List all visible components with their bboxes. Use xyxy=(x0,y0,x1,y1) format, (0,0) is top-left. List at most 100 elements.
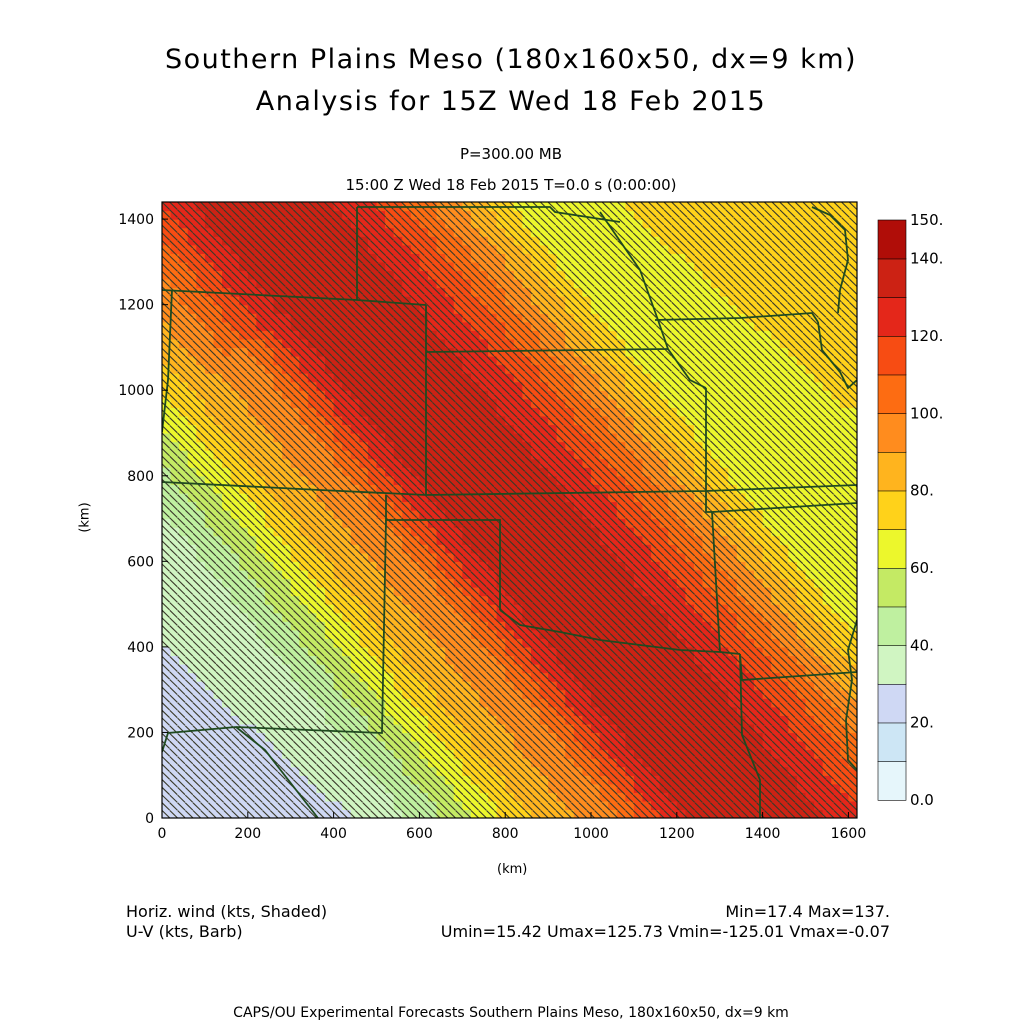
field-cell xyxy=(496,595,506,605)
field-cell xyxy=(479,501,489,511)
field-cell xyxy=(711,424,721,434)
field-cell xyxy=(376,373,386,383)
field-cell xyxy=(256,775,266,785)
field-cell xyxy=(213,732,223,742)
field-cell xyxy=(342,732,352,742)
field-cell xyxy=(642,783,652,793)
field-cell xyxy=(282,236,292,246)
field-cell xyxy=(470,390,481,400)
field-cell xyxy=(573,638,584,648)
field-cell xyxy=(170,202,180,203)
field-cell xyxy=(162,313,172,323)
field-cell xyxy=(651,364,661,374)
field-cell xyxy=(179,356,189,366)
field-cell xyxy=(591,253,601,263)
field-cell xyxy=(711,706,721,716)
field-cell xyxy=(608,458,618,468)
field-cell xyxy=(187,356,197,366)
field-cell xyxy=(342,287,352,297)
field-cell xyxy=(470,646,481,657)
field-cell xyxy=(728,484,738,494)
field-cell xyxy=(676,450,686,460)
field-cell xyxy=(325,552,335,562)
field-cell xyxy=(367,364,378,374)
field-cell xyxy=(325,638,335,648)
field-cell xyxy=(162,595,172,605)
field-cell xyxy=(642,578,652,588)
field-cell xyxy=(479,800,489,811)
field-cell xyxy=(196,595,206,605)
field-cell xyxy=(196,219,206,229)
field-cell xyxy=(539,552,549,562)
field-cell xyxy=(325,321,335,331)
field-cell xyxy=(256,535,266,545)
field-cell xyxy=(651,219,661,229)
field-cell xyxy=(282,458,292,468)
field-cell xyxy=(462,373,472,383)
field-cell xyxy=(702,638,712,648)
field-cell xyxy=(693,296,704,306)
field-cell xyxy=(668,758,678,768)
field-cell xyxy=(711,681,721,691)
field-cell xyxy=(325,792,335,802)
field-cell xyxy=(419,681,429,691)
field-cell xyxy=(488,535,498,545)
field-cell xyxy=(685,270,695,280)
field-cell xyxy=(522,604,532,614)
field-cell xyxy=(385,321,395,331)
field-cell xyxy=(676,723,686,734)
field-cell xyxy=(573,655,584,665)
field-cell xyxy=(513,766,523,776)
field-cell xyxy=(693,407,704,417)
field-cell xyxy=(213,415,223,426)
field-cell xyxy=(256,304,266,314)
field-cell xyxy=(419,552,429,562)
field-cell xyxy=(410,304,421,314)
field-cell xyxy=(711,227,721,237)
field-cell xyxy=(247,390,257,400)
field-cell xyxy=(359,715,369,725)
field-cell xyxy=(385,373,395,383)
field-cell xyxy=(402,775,412,785)
field-cell xyxy=(702,561,712,571)
field-cell xyxy=(556,407,566,417)
field-cell xyxy=(719,458,729,468)
field-cell xyxy=(685,236,695,246)
field-cell xyxy=(367,236,378,246)
field-cell xyxy=(608,749,618,759)
field-cell xyxy=(599,587,609,597)
field-cell xyxy=(204,381,215,391)
field-cell xyxy=(616,689,626,699)
field-cell xyxy=(359,373,369,383)
field-cell xyxy=(290,321,300,331)
field-cell xyxy=(247,587,257,597)
field-cell xyxy=(599,441,609,451)
field-cell xyxy=(333,587,343,597)
field-cell xyxy=(196,723,206,734)
field-cell xyxy=(436,698,446,708)
field-cell xyxy=(213,689,223,699)
field-cell xyxy=(693,484,704,494)
field-cell xyxy=(548,364,558,374)
field-cell xyxy=(402,450,412,460)
field-cell xyxy=(273,415,283,426)
field-cell xyxy=(513,381,523,391)
field-cell xyxy=(642,202,652,212)
field-cell xyxy=(359,219,369,229)
field-cell xyxy=(410,698,421,708)
field-cell xyxy=(505,253,515,263)
field-cell xyxy=(333,253,343,263)
field-cell xyxy=(530,552,541,562)
field-cell xyxy=(273,330,283,340)
field-cell xyxy=(445,809,455,818)
field-cell xyxy=(668,775,678,785)
field-cell xyxy=(470,227,481,237)
field-cell xyxy=(230,433,240,443)
field-cell xyxy=(470,612,481,622)
field-cell xyxy=(462,210,472,220)
field-cell xyxy=(462,552,472,562)
field-cell xyxy=(376,638,386,648)
field-cell xyxy=(333,313,343,323)
field-cell xyxy=(282,792,292,802)
field-cell xyxy=(633,313,644,323)
